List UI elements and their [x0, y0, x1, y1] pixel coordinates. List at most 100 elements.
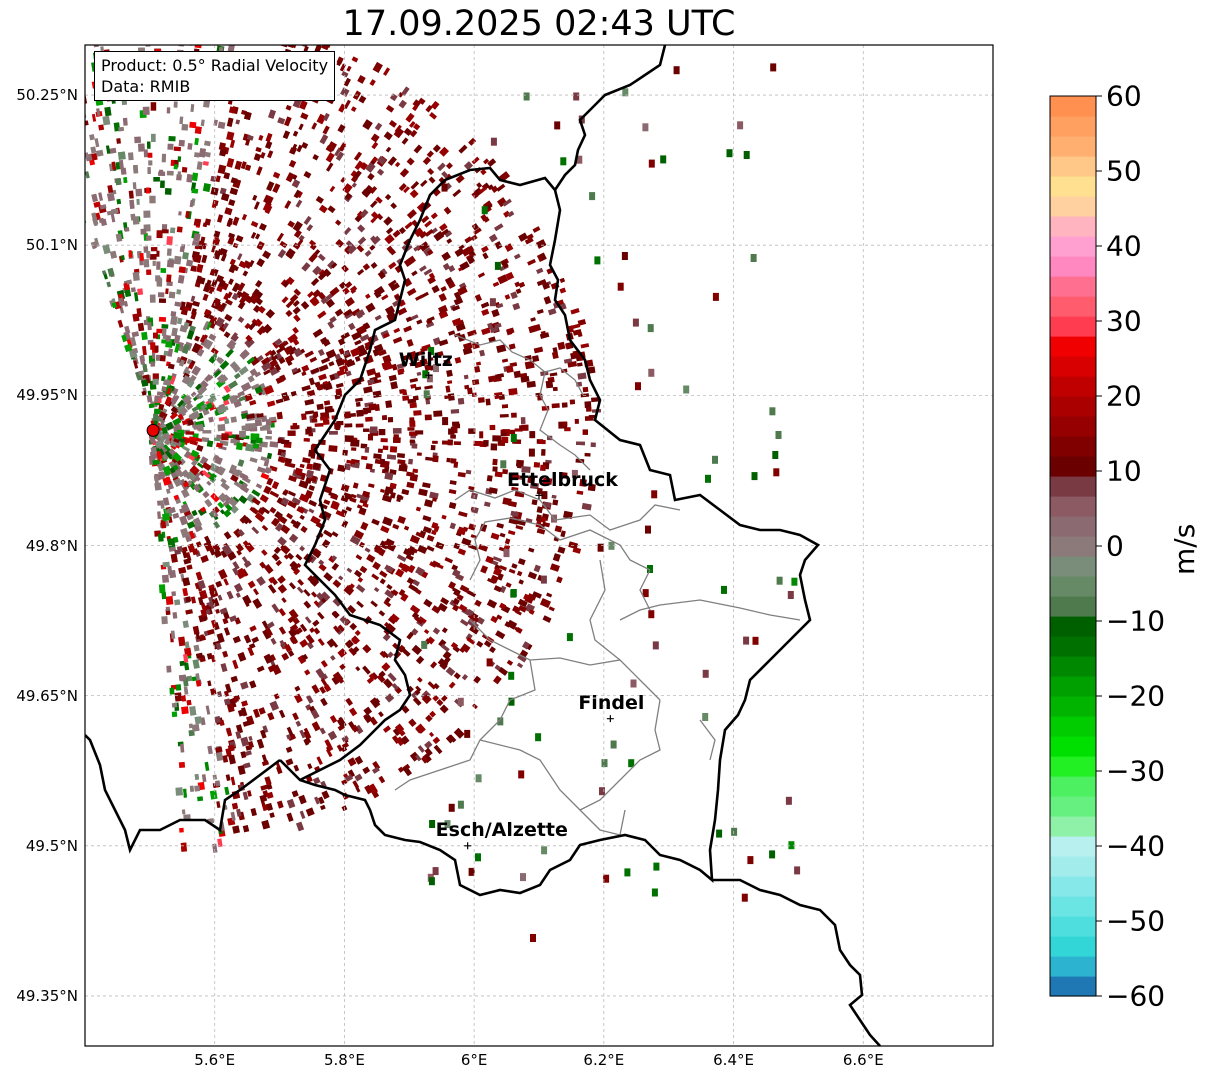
- echo-cell: [412, 696, 422, 706]
- echo-cell: [481, 633, 488, 640]
- echo-cell: [287, 650, 295, 657]
- echo-cell: [316, 113, 327, 125]
- echo-cell: [228, 199, 236, 207]
- echo-cell: [249, 399, 257, 406]
- echo-cell: [420, 179, 428, 188]
- echo-cell: [293, 568, 300, 576]
- echo-cell: [174, 301, 182, 307]
- echo-cell: [151, 133, 156, 142]
- echo-cell: [161, 426, 168, 435]
- echo-cell: [85, 95, 88, 104]
- echo-cell: [194, 335, 200, 342]
- echo-cell: [378, 670, 386, 678]
- echo-cell: [415, 754, 422, 762]
- echo-cell: [217, 214, 224, 223]
- echo-cell: [421, 343, 431, 351]
- echo-cell: [173, 164, 178, 170]
- echo-cell: [304, 350, 314, 358]
- echo-cell: [448, 330, 456, 336]
- echo-cell: [231, 802, 239, 810]
- echo-cell: [301, 384, 311, 392]
- echo-cell: [142, 345, 147, 356]
- echo-cell: [381, 360, 392, 370]
- echo-cell: [217, 164, 227, 175]
- echo-cell: [543, 296, 552, 305]
- colorbar-segment: [1050, 396, 1096, 417]
- colorbar-tick-label: −20: [1106, 679, 1166, 713]
- echo-cell: [610, 740, 617, 749]
- echo-cell: [431, 605, 441, 614]
- echo-cell: [185, 259, 194, 267]
- echo-cell: [208, 356, 217, 364]
- echo-cell: [300, 413, 307, 421]
- echo-cell: [336, 420, 341, 428]
- echo-cell: [349, 497, 357, 503]
- echo-cell: [141, 390, 147, 396]
- echo-cell: [529, 431, 536, 439]
- echo-cell: [77, 144, 82, 153]
- echo-cell: [139, 252, 144, 261]
- colorbar-segment: [1050, 456, 1096, 477]
- echo-cell: [776, 576, 783, 585]
- echo-cell: [495, 373, 504, 379]
- echo-cell: [117, 297, 125, 307]
- echo-cell: [387, 156, 397, 166]
- echo-cell: [457, 526, 467, 536]
- echo-cell: [251, 489, 261, 497]
- echo-cell: [480, 214, 488, 222]
- echo-cell: [293, 189, 302, 199]
- echo-cell: [432, 187, 441, 197]
- echo-cell: [409, 431, 418, 436]
- echo-cell: [123, 177, 128, 183]
- echo-cell: [58, 49, 63, 57]
- echo-cell: [137, 288, 144, 296]
- echo-cell: [79, 207, 84, 215]
- echo-cell: [712, 292, 719, 301]
- echo-cell: [50, 45, 55, 53]
- echo-cell: [272, 183, 281, 194]
- echo-cell: [95, 149, 104, 157]
- echo-cell: [194, 424, 204, 430]
- echo-cell: [459, 261, 470, 271]
- echo-cell: [268, 109, 276, 119]
- echo-cell: [314, 796, 320, 805]
- echo-cell: [254, 279, 263, 288]
- echo-cell: [350, 493, 357, 499]
- echo-cell: [335, 239, 344, 248]
- echo-cell: [206, 652, 213, 660]
- echo-cell: [438, 146, 450, 157]
- echo-cell: [200, 609, 207, 618]
- echo-cell: [362, 766, 371, 775]
- echo-cell: [94, 138, 100, 148]
- echo-cell: [385, 146, 392, 153]
- echo-cell: [190, 459, 198, 467]
- echo-cell: [110, 213, 116, 223]
- echo-cell: [442, 262, 451, 271]
- echo-cell: [195, 632, 200, 640]
- echo-cell: [177, 399, 185, 408]
- echo-cell: [304, 669, 311, 676]
- city-label: Wiltz: [398, 349, 453, 372]
- echo-cell: [107, 267, 115, 277]
- echo-cell: [587, 483, 596, 492]
- echo-cell: [316, 592, 325, 601]
- echo-cell: [474, 365, 481, 373]
- echo-cell: [315, 668, 325, 678]
- echo-cell: [248, 735, 253, 742]
- echo-cell: [431, 285, 440, 294]
- echo-cell: [315, 600, 324, 609]
- echo-cell: [181, 375, 192, 385]
- echo-cell: [293, 314, 301, 323]
- echo-cell: [331, 531, 339, 538]
- echo-cell: [561, 402, 568, 408]
- echo-cell: [318, 271, 327, 281]
- echo-cell: [188, 723, 193, 729]
- echo-cell: [458, 604, 468, 612]
- echo-cell: [514, 626, 522, 633]
- echo-cell: [622, 88, 629, 97]
- echo-cell: [172, 512, 180, 519]
- echo-cell: [207, 395, 217, 404]
- echo-cell: [486, 658, 493, 667]
- echo-cell: [239, 294, 248, 305]
- echo-cell: [348, 707, 358, 717]
